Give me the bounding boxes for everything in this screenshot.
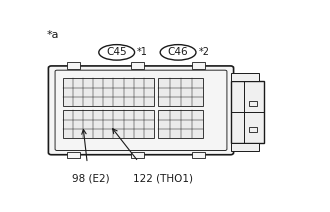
Bar [249, 100, 257, 106]
Bar [131, 152, 144, 159]
Bar [230, 73, 259, 81]
Bar [230, 81, 264, 143]
Bar [63, 78, 154, 106]
FancyBboxPatch shape [49, 66, 234, 155]
Bar [230, 143, 259, 151]
Bar [249, 127, 257, 132]
Text: *1: *1 [137, 47, 148, 57]
Text: C45: C45 [106, 47, 127, 57]
Bar [158, 78, 203, 106]
Text: *2: *2 [199, 47, 210, 57]
Text: C46: C46 [168, 47, 188, 57]
Text: *a: *a [46, 30, 59, 40]
Bar [131, 62, 144, 69]
Bar [192, 62, 205, 69]
Text: 98 (E2): 98 (E2) [72, 173, 110, 183]
Bar [192, 152, 205, 159]
Bar [67, 62, 80, 69]
Text: 122 (THO1): 122 (THO1) [133, 173, 193, 183]
Bar [67, 152, 80, 159]
Bar [63, 110, 154, 138]
Bar [158, 110, 203, 138]
